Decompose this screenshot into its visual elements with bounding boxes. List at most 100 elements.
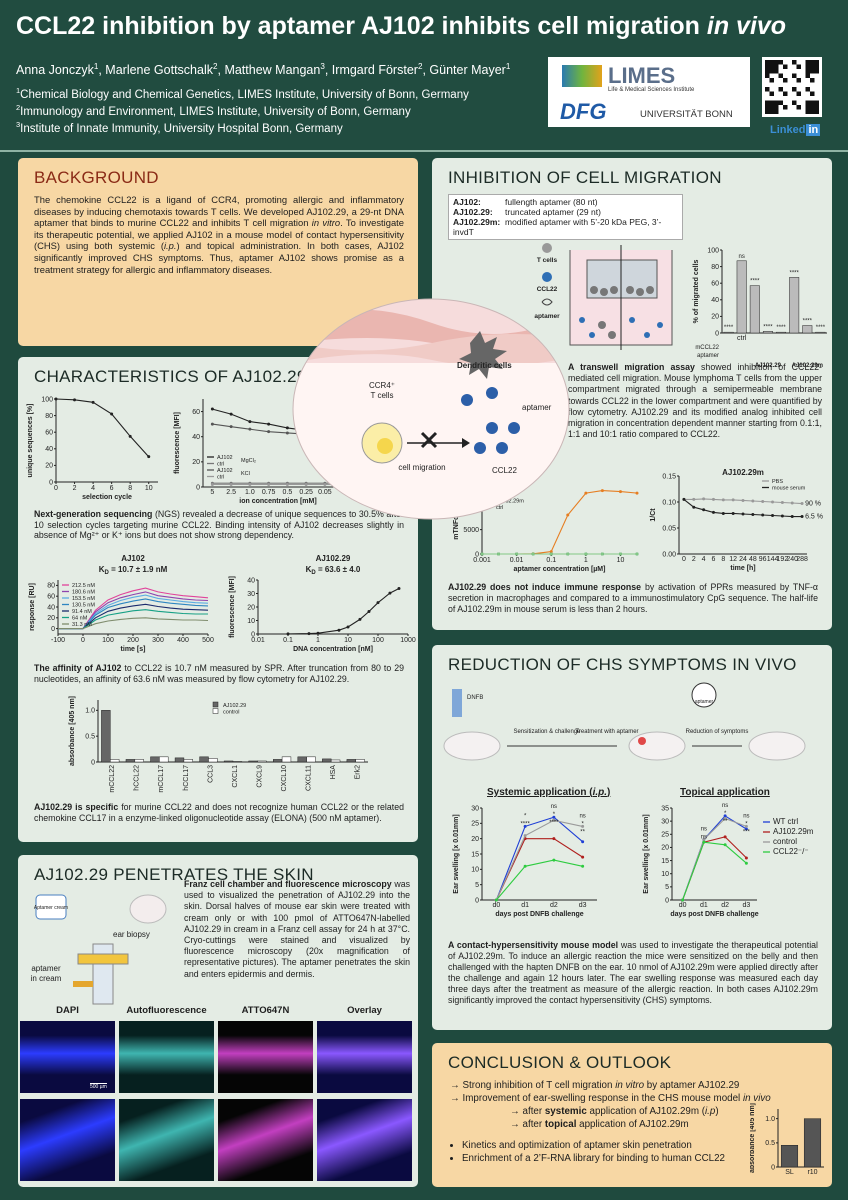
x-tick-label: 0 — [682, 556, 686, 563]
qr-cell — [769, 78, 774, 83]
x-tick-label: 10 — [617, 557, 625, 564]
group-label: AJ102.29 — [755, 363, 782, 369]
annotation: ns — [701, 827, 707, 833]
data-point — [147, 455, 151, 459]
qr-cell — [774, 60, 779, 65]
outlook-item: Kinetics and optimization of aptamer ski… — [462, 1139, 725, 1152]
annotation: ** — [580, 829, 585, 835]
y-tick-label: 20 — [711, 314, 719, 321]
text-run: → after — [510, 1119, 545, 1130]
qr-cell — [769, 109, 774, 114]
qr-cell — [769, 100, 774, 105]
limes-sub: Life & Medical Sciences Institute — [608, 87, 695, 93]
qr-cell — [814, 100, 819, 105]
text-run: systemic — [544, 1106, 587, 1117]
text-run: → Strong inhibition of T cell migration — [450, 1080, 616, 1091]
data-point — [780, 514, 784, 518]
text-run: in vitro — [615, 1080, 645, 1091]
step-label: DNFB — [467, 695, 483, 701]
x-tick-label: 300 — [152, 637, 164, 644]
legend-swatch — [212, 708, 219, 714]
qr-cell — [792, 60, 797, 65]
chart-title: Topical application — [680, 787, 770, 798]
y-tick-label: 35 — [661, 805, 669, 812]
chemokines — [461, 387, 520, 454]
x-tick-label: 48 — [749, 556, 757, 563]
bar — [110, 759, 120, 763]
legend-label: 212.5 nM — [72, 583, 95, 589]
data-point — [286, 632, 290, 636]
legend-label: AJ102.29m — [773, 827, 814, 836]
qr-cell — [769, 105, 774, 110]
qr-cell — [805, 100, 810, 105]
data-point — [771, 514, 775, 518]
text-run: Anna Jonczyk — [16, 63, 94, 78]
y-tick-label: 60 — [47, 594, 55, 601]
authors: Anna Jonczyk1, Marlene Gottschalk2, Matt… — [16, 62, 510, 77]
text-run: , Günter Mayer — [422, 63, 506, 78]
x-tick-label: 10 — [344, 637, 352, 644]
channel-label: ATTO647N — [241, 1005, 290, 1016]
data-point — [584, 552, 588, 556]
bar — [802, 325, 813, 334]
series-line — [58, 617, 209, 630]
chs-text: A contact-hypersensitivity mouse model w… — [448, 940, 818, 1006]
chart-title: AJ102 — [121, 554, 145, 563]
data-point — [600, 489, 604, 493]
x-tick-label: 0.001 — [473, 557, 491, 564]
legend-label: control — [773, 837, 797, 846]
data-point — [581, 864, 585, 868]
data-point — [248, 482, 252, 486]
chart-subtitle: KD = 63.6 ± 4.0 — [306, 565, 361, 576]
inflamed-ear — [638, 737, 646, 745]
annotation: **** — [776, 325, 786, 331]
data-point — [367, 609, 371, 613]
qr-cell — [765, 87, 770, 92]
annotation: ns — [701, 835, 707, 841]
table-cell: AJ102: — [453, 197, 481, 207]
y-tick-label: 0.5 — [765, 1140, 775, 1147]
x-tick-label: 0.75 — [262, 489, 276, 496]
text-run: i.p. — [592, 787, 608, 798]
y-tick-label: 20 — [47, 615, 55, 622]
qr-cell — [778, 60, 783, 65]
legend-label: control — [223, 710, 240, 716]
series-line — [495, 819, 583, 901]
qr-cell — [810, 100, 815, 105]
annotation: **** — [520, 821, 530, 827]
bar — [749, 285, 760, 334]
x-tick-label: 12 — [729, 556, 737, 563]
linkedin-text: Linked — [770, 124, 806, 136]
y-tick-label: 30 — [661, 818, 669, 825]
legend-group: KCl — [241, 471, 250, 477]
bar — [736, 260, 747, 334]
section-title: BACKGROUND — [34, 168, 159, 187]
text-run: AJ102.29 does not induce immune response — [448, 582, 642, 592]
y-tick-label: 0 — [715, 330, 719, 337]
y-axis-label: absorbance [405 nm] — [69, 696, 76, 766]
data-point — [285, 482, 289, 486]
linkedin: Linked in — [770, 124, 821, 136]
ngs-text: Next-generation sequencing (NGS) reveale… — [34, 509, 404, 541]
bar — [134, 759, 144, 763]
data-point — [741, 498, 745, 502]
legend-label: CCL22 — [537, 286, 558, 293]
x-tick-label: mCCL22 — [109, 765, 116, 793]
y-tick-label: 5000 — [463, 527, 479, 534]
text-run: = 63.6 ± 4.0 — [316, 565, 361, 574]
series-line — [682, 817, 747, 901]
x-axis-label: time [s] — [121, 646, 146, 653]
text-run: application of AJ102.29m ( — [586, 1106, 705, 1117]
x-axis-label: days post DNFB challenge — [670, 911, 758, 918]
series-line — [682, 841, 747, 901]
x-tick-label: 24 — [739, 556, 747, 563]
data-point — [731, 511, 735, 515]
migration-diagram: Dendritic cells CCR4⁺ T cells cell migra… — [292, 298, 570, 520]
y-tick-label: 0 — [665, 897, 669, 904]
chart-title: AJ102.29m — [722, 468, 764, 477]
bar — [257, 760, 267, 763]
legend-label: ctrl — [496, 505, 503, 511]
text-run: was used to investigate the therapeutica… — [448, 940, 818, 1005]
data-point — [552, 837, 556, 841]
header: CCL22 inhibition by aptamer AJ102 inhibi… — [0, 0, 848, 152]
